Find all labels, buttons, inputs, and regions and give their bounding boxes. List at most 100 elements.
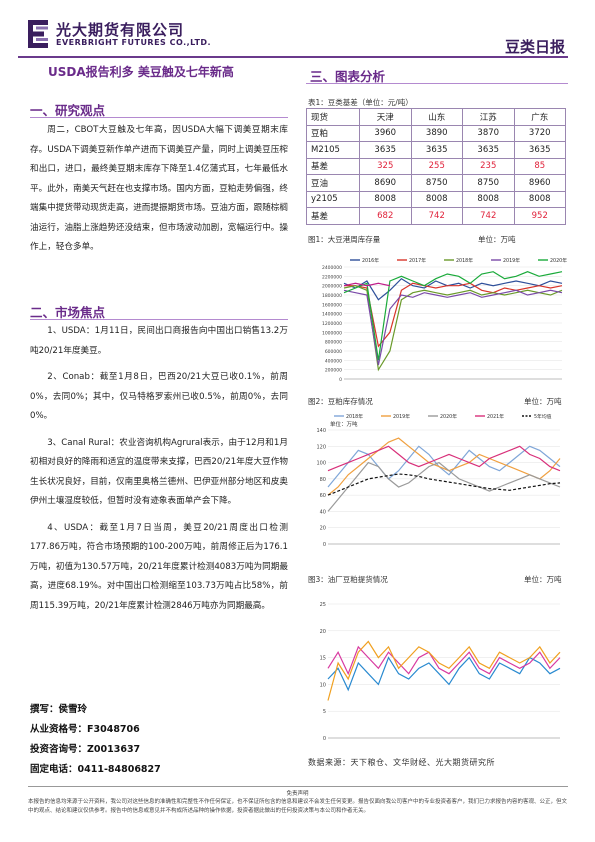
table-row: 豆油 8690 8750 8750 8960: [306, 174, 566, 192]
table-row-label: 基差: [306, 207, 360, 225]
y-tick-label: 1200000: [322, 321, 342, 327]
table-caption: 表1：豆类基差（单位：元/吨）: [308, 98, 413, 107]
y-tick-label: 1800000: [322, 293, 342, 299]
data-source: 数据来源：天下粮仓、文华财经、光大期货研究所: [308, 758, 495, 767]
series-line: [327, 473, 561, 496]
table-row-label: 豆粕: [306, 124, 360, 142]
table-cell: 742: [462, 207, 515, 225]
table-cell: 325: [359, 157, 412, 175]
table-row: 豆粕 3960 3890 3870 3720: [306, 124, 566, 142]
table-header-row: 现货 天津 山东 江苏 广东: [306, 108, 566, 126]
figure1-unit: 单位：万吨: [478, 235, 516, 244]
table-cell: 742: [410, 207, 463, 225]
series-line: [327, 656, 561, 692]
series-line: [344, 282, 563, 348]
basis-table: 现货 天津 山东 江苏 广东 豆粕 3960 3890 3870 3720 M2…: [306, 108, 566, 225]
disclaimer-text: 本报告的信息均来源于公开资料，我公司对这些信息的准确性和完整性不作任何保证，也不…: [28, 799, 568, 814]
phone-number: 固定电话：0411-84806827: [30, 764, 161, 775]
table-row-basis: 基差 682 742 742 952: [306, 207, 566, 225]
figure2-chart: 140 120 100 80 60 40 20 0 2018年 2019年 2020年 2021年 5年…: [316, 413, 561, 548]
header-divider: [18, 56, 568, 58]
table-cell: 3635: [359, 141, 412, 159]
legend-label: 2020年: [550, 257, 567, 264]
legend-label: 2016年: [362, 257, 379, 264]
figure2-caption: 图2：豆粕库存情况: [308, 397, 373, 406]
y-tick-label: 15: [320, 656, 326, 662]
series-line: [327, 645, 561, 676]
y-tick-label: 10: [320, 682, 326, 688]
figure1-chart: 2400000220000020000001800000160000014000…: [322, 257, 567, 383]
y-tick-label: 2200000: [322, 274, 342, 280]
y-tick-label: 40: [320, 509, 326, 515]
analysis-section-title: 三、图表分析: [310, 69, 386, 84]
table-header-cell: 广东: [513, 108, 566, 126]
disclaimer-title: 免责声明: [286, 791, 309, 797]
consult-number: 投资咨询号：Z0013637: [30, 744, 141, 755]
y-tick-label: 200000: [325, 368, 342, 374]
company-name-en: EVERBRIGHT FUTURES CO.,LTD.: [56, 38, 212, 47]
market-item: 2、Conab：截至1月8日，巴西20/21大豆已收0.1%，前周0%，去同0%…: [30, 372, 288, 421]
analysis-underline: [306, 83, 568, 84]
y-tick-label: 20: [320, 629, 326, 635]
table-header-cell: 江苏: [462, 108, 515, 126]
table-row: M2105 3635 3635 3635 3635: [306, 141, 566, 159]
table-cell: 3635: [410, 141, 463, 159]
series-line: [327, 445, 561, 488]
y-tick-label: 800000: [325, 340, 342, 346]
series-line: [343, 277, 563, 301]
table-cell: 3890: [410, 124, 463, 142]
y-tick-label: 20: [320, 526, 326, 532]
table-cell: 235: [462, 157, 515, 175]
legend-label: 2020年: [440, 413, 457, 420]
y-tick-label: 5: [323, 709, 326, 715]
legend-label: 5年均值: [534, 413, 552, 420]
figure3-caption: 图3：油厂豆粕提货情况: [308, 575, 388, 584]
series-line: [327, 461, 561, 512]
series-line: [343, 289, 563, 366]
series-line: [327, 437, 561, 496]
figure1-caption: 图1：大豆港周库存量: [308, 235, 381, 244]
table-cell: 3960: [359, 124, 412, 142]
disclaimer-divider: [28, 786, 568, 787]
y-tick-label: 600000: [325, 349, 342, 355]
table-cell: 8690: [359, 174, 412, 192]
table-cell: 952: [513, 207, 566, 225]
table-cell: 8960: [513, 174, 566, 192]
series-line: [343, 271, 563, 361]
figure2-unit: 单位：万吨: [524, 397, 562, 406]
legend-label: 2018年: [456, 257, 473, 264]
market-section-title: 二、市场焦点: [30, 305, 106, 320]
table-cell: 8008: [513, 190, 566, 208]
y-tick-label: 100: [316, 461, 326, 467]
legend-label: 2021年: [487, 413, 504, 420]
market-underline: [30, 319, 288, 320]
series-line: [327, 445, 561, 472]
author: 撰写：侯雪玲: [30, 704, 88, 715]
y-tick-label: 0: [323, 736, 326, 742]
table-cell: 255: [410, 157, 463, 175]
license-number: 从业资格号：F3048706: [30, 724, 140, 735]
y-tick-label: 60: [320, 493, 326, 499]
table-cell: 682: [359, 207, 412, 225]
figure3-unit: 单位：万吨: [524, 575, 562, 584]
table-cell: 3635: [462, 141, 515, 159]
headline: USDA报告利多 美豆触及七年新高: [48, 65, 234, 79]
table-row-basis: 基差 325 255 235 85: [306, 157, 566, 175]
y-tick-label: 120: [316, 444, 326, 450]
legend-label: 2018年: [346, 413, 363, 420]
market-item: 4、USDA：截至1月7日当周，美豆20/21周度出口检测177.86万吨，符合…: [30, 522, 288, 611]
table-cell: 8750: [462, 174, 515, 192]
table-row: y2105 8008 8008 8008 8008: [306, 190, 566, 208]
research-section-title: 一、研究观点: [30, 103, 106, 118]
table-cell: 8008: [462, 190, 515, 208]
series-line: [327, 640, 561, 701]
y-tick-label: 400000: [325, 358, 342, 364]
legend-label: 2019年: [393, 413, 410, 420]
y-tick-label: 1600000: [322, 302, 342, 308]
y-tick-label: 2000000: [322, 284, 342, 290]
table-row-label: M2105: [306, 141, 360, 159]
series-line: [343, 285, 563, 372]
table-header-cell: 现货: [306, 108, 360, 126]
table-cell: 8750: [410, 174, 463, 192]
y-tick-label: 80: [320, 477, 326, 483]
